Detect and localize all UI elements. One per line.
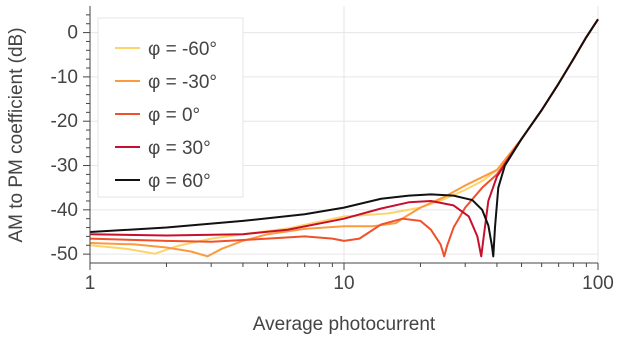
y-tick-label: 0 [67, 23, 78, 44]
x-tick-label: 1 [85, 273, 96, 294]
legend-label: φ = 60° [148, 171, 211, 192]
x-axis-title: Average photocurrent [253, 314, 436, 335]
y-tick-label: -40 [51, 200, 78, 221]
series-layer [89, 18, 599, 258]
y-axis-title: AM to PM coefficient (dB) [6, 27, 27, 242]
axes: 1 10 100 0 -10 -20 -30 -40 -50 [51, 6, 614, 294]
x-tick-label: 100 [582, 273, 614, 294]
series-line [89, 18, 599, 258]
legend-label: φ = -60° [148, 39, 217, 60]
y-tick-label: -20 [51, 111, 78, 132]
x-tick-label: 10 [333, 273, 354, 294]
y-tick-label: -10 [51, 67, 78, 88]
legend-label: φ = -30° [148, 72, 217, 93]
legend-label: φ = 0° [148, 105, 200, 126]
y-tick-label: -30 [51, 156, 78, 177]
legend: φ = -60° φ = -30° φ = 0° φ = 30° φ = 60° [97, 17, 244, 198]
y-tick-label: -50 [51, 244, 78, 265]
legend-label: φ = 30° [148, 138, 211, 159]
